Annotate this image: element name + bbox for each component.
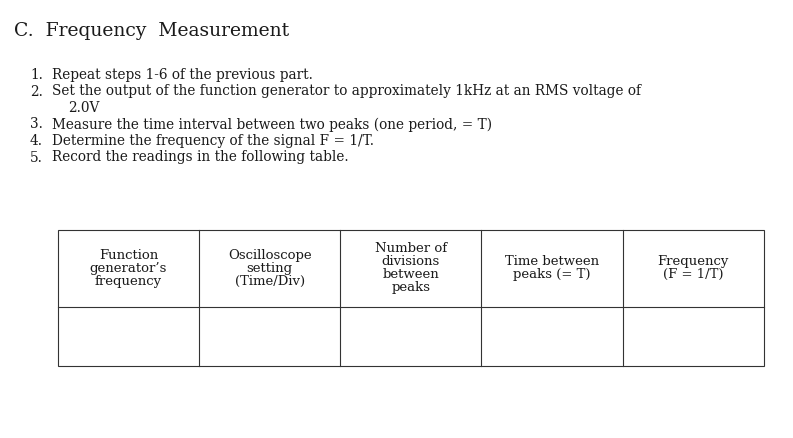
Text: 2.: 2.	[30, 85, 43, 99]
Text: 5.: 5.	[30, 151, 43, 165]
Text: generator’s: generator’s	[90, 262, 167, 275]
Text: Number of: Number of	[375, 242, 446, 255]
Text: 1.: 1.	[30, 68, 43, 82]
Text: (Time/Div): (Time/Div)	[235, 275, 305, 288]
Text: Time between: Time between	[505, 255, 599, 268]
Text: 4.: 4.	[30, 134, 43, 148]
Text: (F = 1/T): (F = 1/T)	[663, 268, 723, 281]
Text: frequency: frequency	[95, 275, 162, 288]
Text: Measure the time interval between two peaks (one period, = T): Measure the time interval between two pe…	[52, 117, 492, 132]
Text: Function: Function	[99, 249, 158, 262]
Text: divisions: divisions	[381, 255, 440, 268]
Text: Repeat steps 1-6 of the previous part.: Repeat steps 1-6 of the previous part.	[52, 68, 313, 82]
Text: Oscilloscope: Oscilloscope	[228, 249, 312, 262]
Text: peaks: peaks	[391, 281, 431, 294]
Text: Determine the frequency of the signal F = 1/T.: Determine the frequency of the signal F …	[52, 134, 374, 148]
Text: Frequency: Frequency	[657, 255, 729, 268]
Text: between: between	[382, 268, 439, 281]
Text: 2.0V: 2.0V	[68, 101, 99, 115]
Text: C.  Frequency  Measurement: C. Frequency Measurement	[14, 22, 289, 40]
Text: setting: setting	[247, 262, 293, 275]
Text: peaks (= T): peaks (= T)	[513, 268, 591, 281]
Text: 3.: 3.	[30, 117, 43, 131]
Bar	[58, 230, 764, 366]
Text: Set the output of the function generator to approximately 1kHz at an RMS voltage: Set the output of the function generator…	[52, 85, 641, 99]
Text: Record the readings in the following table.: Record the readings in the following tab…	[52, 151, 349, 165]
